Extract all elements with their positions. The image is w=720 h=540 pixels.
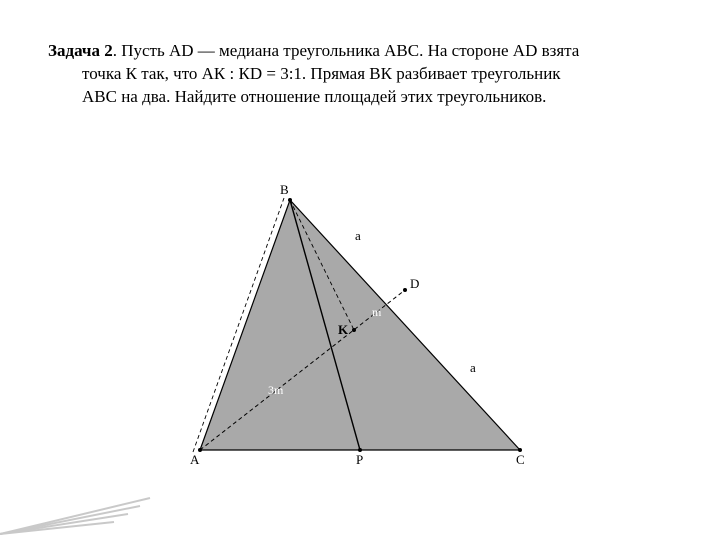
label-3m: 3m [268, 383, 284, 397]
triangle-diagram: A C P B D K a a m 3m [160, 170, 560, 490]
label-D: D [410, 276, 419, 291]
problem-text: Задача 2. Пусть АD — медиана треугольник… [48, 40, 678, 109]
label-m: m [372, 305, 382, 319]
problem-title: Задача 2 [48, 41, 113, 60]
label-B: B [280, 182, 289, 197]
label-K: K [338, 322, 349, 337]
problem-line3: АВС на два. Найдите отношение площадей э… [48, 86, 678, 109]
geometry-figure: A C P B D K a a m 3m [160, 170, 560, 490]
label-a2: a [470, 360, 476, 375]
label-P: P [356, 452, 363, 467]
label-a1: a [355, 228, 361, 243]
problem-line1: . Пусть АD — медиана треугольника АВС. Н… [113, 41, 580, 60]
label-C: C [516, 452, 525, 467]
point-B [288, 198, 292, 202]
point-K [352, 328, 356, 332]
problem-line2: точка К так, что АК : КD = 3:1. Прямая В… [48, 63, 678, 86]
corner-decoration [0, 484, 160, 540]
point-D [403, 288, 407, 292]
label-A: A [190, 452, 200, 467]
